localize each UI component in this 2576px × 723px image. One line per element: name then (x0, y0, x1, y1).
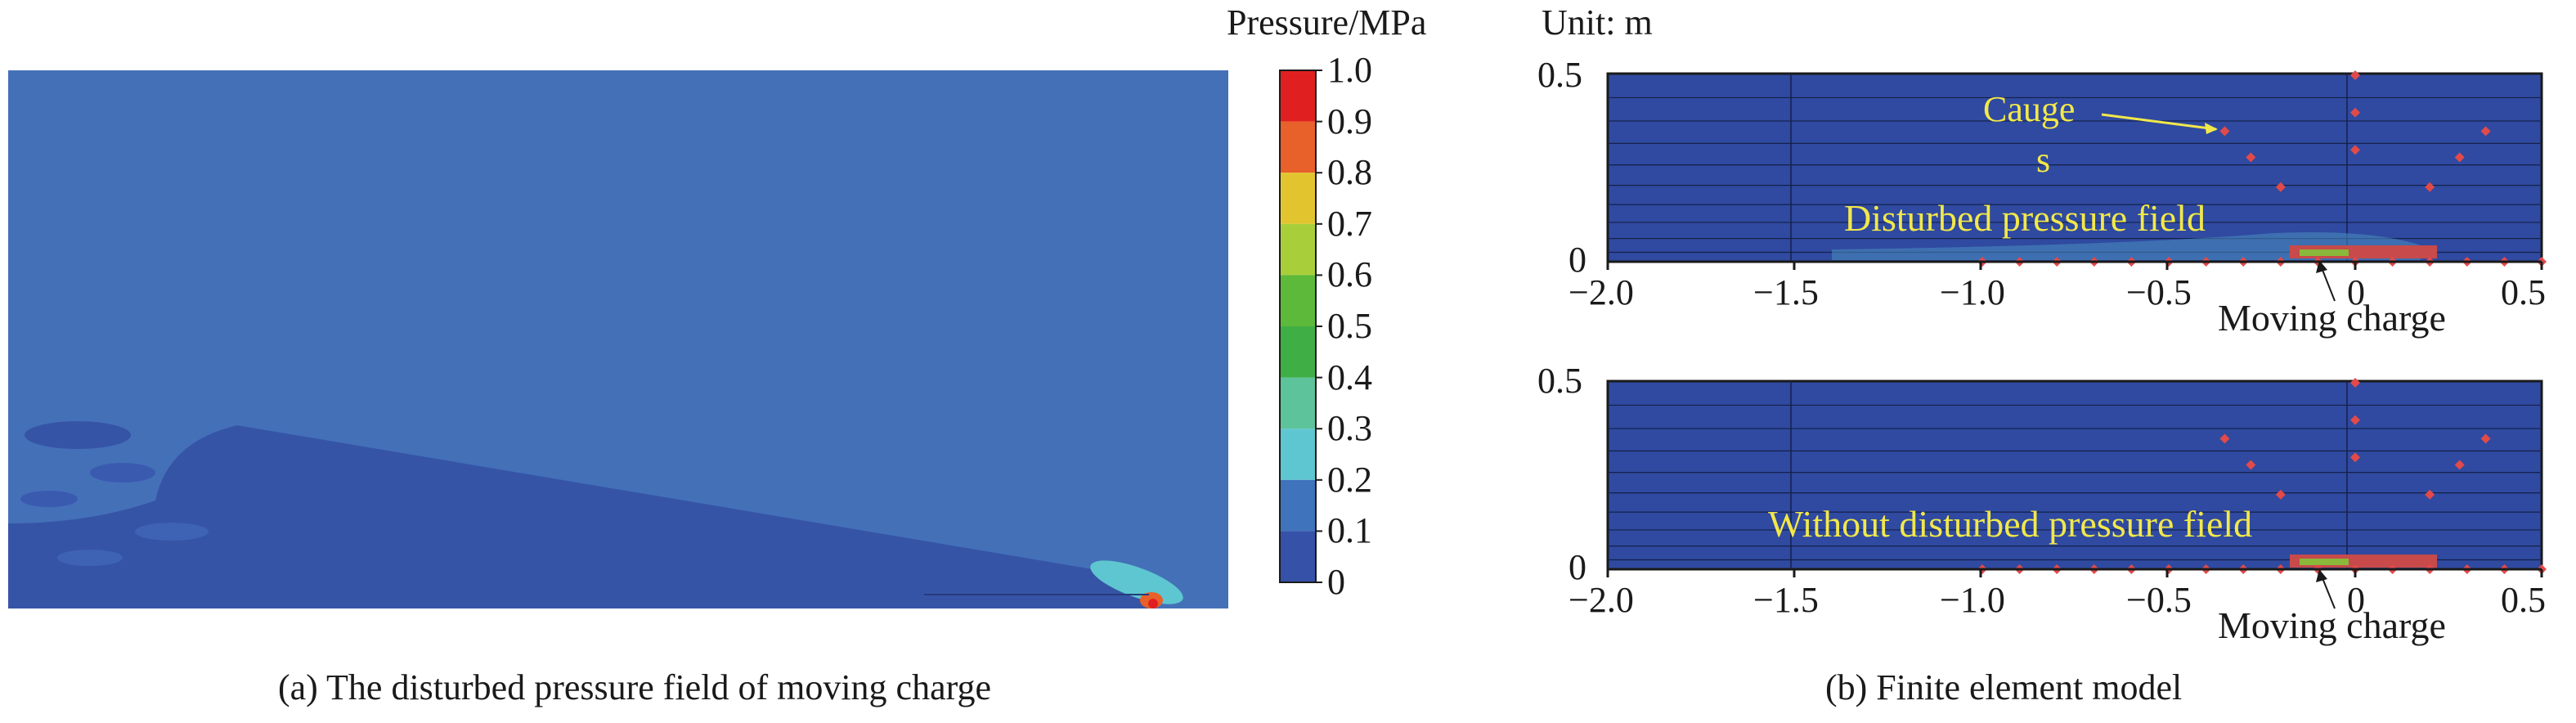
mesh-grid-top (1608, 74, 2542, 262)
charge-leader-arrow-bottom (2316, 569, 2327, 582)
gauge-point (2350, 378, 2360, 388)
charge-halo (1090, 560, 1183, 604)
x-tick-label: −1.0 (1940, 272, 2005, 312)
disturbed-blob-4 (135, 523, 209, 541)
legend-swatch-1 (1280, 121, 1316, 173)
gauge-point (2246, 460, 2256, 470)
gauge-point (2454, 152, 2465, 163)
gauge-leader (2101, 113, 2217, 131)
gauge-point (2219, 433, 2230, 444)
x-tick-label: 0.5 (2501, 580, 2546, 620)
legend-swatch-4 (1280, 275, 1316, 326)
legend-tick-label: 0.2 (1327, 459, 1372, 500)
gauge-label-line1: Cauge (1983, 89, 2076, 129)
gauge-point (2275, 489, 2286, 500)
y-tick-bottom-zero: 0 (1568, 547, 1586, 587)
y-tick-bottom-max: 0.5 (1537, 361, 1582, 401)
charge-head-top (2300, 249, 2349, 256)
gauge-point (2350, 107, 2360, 118)
mesh-area-top (1606, 72, 2543, 263)
disturbed-blob-3 (20, 491, 78, 507)
gauge-point (2350, 415, 2360, 425)
gauge-point (2275, 182, 2286, 192)
x-axis-top (1606, 260, 2543, 270)
unit-label: Unit: m (1542, 2, 1653, 43)
caption-a: (a) The disturbed pressure field of movi… (278, 667, 991, 707)
gauge-point (2454, 460, 2465, 470)
legend-swatch-8 (1280, 479, 1316, 532)
charge-leader-arrow-top (2316, 260, 2327, 273)
legend-tick-label: 0.3 (1327, 408, 1372, 449)
gauge-point (2350, 452, 2360, 463)
fe-model-bottom (1606, 378, 2547, 609)
gauge-point (2350, 70, 2360, 80)
legend-title: Pressure/MPa (1227, 2, 1427, 43)
gauge-point (2219, 126, 2230, 137)
disturbed-streak-top (1832, 232, 2421, 260)
x-tick-label: −2.0 (1568, 272, 1634, 312)
x-tick-label: −0.5 (2126, 580, 2192, 620)
legend-tick-label: 0.4 (1327, 357, 1372, 397)
gauge-point (2350, 145, 2360, 155)
x-tick-label: −1.5 (1753, 272, 1819, 312)
disturbed-blob-1 (25, 421, 131, 449)
legend-tick-label: 0.8 (1327, 152, 1372, 193)
caption-b: (b) Finite element model (1825, 667, 2183, 707)
moving-charge-label-top: Moving charge (2218, 297, 2446, 339)
legend-tick-label: 0 (1327, 562, 1345, 602)
legend-swatch-7 (1280, 429, 1316, 480)
y-tick-top-zero: 0 (1568, 240, 1586, 280)
gauge-point (2480, 433, 2491, 444)
x-tick-label: −0.5 (2126, 272, 2192, 312)
charge-head-bottom (2300, 559, 2349, 565)
no-disturbed-field-label: Without disturbed pressure field (1768, 503, 2253, 545)
x-tick-label: −1.5 (1753, 580, 1819, 620)
y-tick-top-max: 0.5 (1537, 55, 1582, 95)
gauge-point (2425, 489, 2435, 500)
x-tick-label: 0 (2347, 580, 2365, 620)
x-axis-bottom (1606, 568, 2543, 577)
legend-tick-label: 0.9 (1327, 101, 1372, 141)
pressure-legend-bar (1279, 70, 1322, 583)
disturbed-blob-5 (57, 550, 123, 566)
gauge-point (2480, 126, 2491, 137)
legend-swatch-9 (1280, 531, 1316, 582)
x-tick-label: 0 (2347, 272, 2365, 312)
legend-swatch-0 (1280, 70, 1316, 122)
disturbed-field-label: Disturbed pressure field (1844, 197, 2206, 239)
charge-leader-top (2320, 265, 2336, 302)
gauge-label-line2: s (2036, 140, 2051, 180)
fe-model-top (1606, 70, 2547, 302)
legend-swatch-6 (1280, 377, 1316, 429)
legend-tick-label: 0.1 (1327, 510, 1372, 551)
x-tick-label: −2.0 (1568, 580, 1634, 620)
moving-charge-label-bottom: Moving charge (2218, 604, 2446, 646)
mesh-area-bottom (1606, 379, 2543, 571)
legend-tick-label: 0.5 (1327, 306, 1372, 346)
legend-tick-label: 0.6 (1327, 254, 1372, 295)
gauge-point (2246, 152, 2256, 163)
legend-swatch-3 (1280, 223, 1316, 276)
x-tick-label: −1.0 (1940, 580, 2005, 620)
charge-peak (1148, 599, 1158, 608)
disturbed-region (8, 425, 1153, 608)
gauge-leader-arrow (2205, 123, 2218, 134)
disturbed-blob-2 (90, 463, 155, 483)
x-tick-label: 0.5 (2501, 272, 2546, 312)
gauge-point (2425, 182, 2435, 192)
legend-tick-label: 1.0 (1327, 50, 1372, 90)
legend-swatch-5 (1280, 326, 1316, 378)
legend-swatch-2 (1280, 173, 1316, 224)
legend-tick-label: 0.7 (1327, 203, 1372, 244)
